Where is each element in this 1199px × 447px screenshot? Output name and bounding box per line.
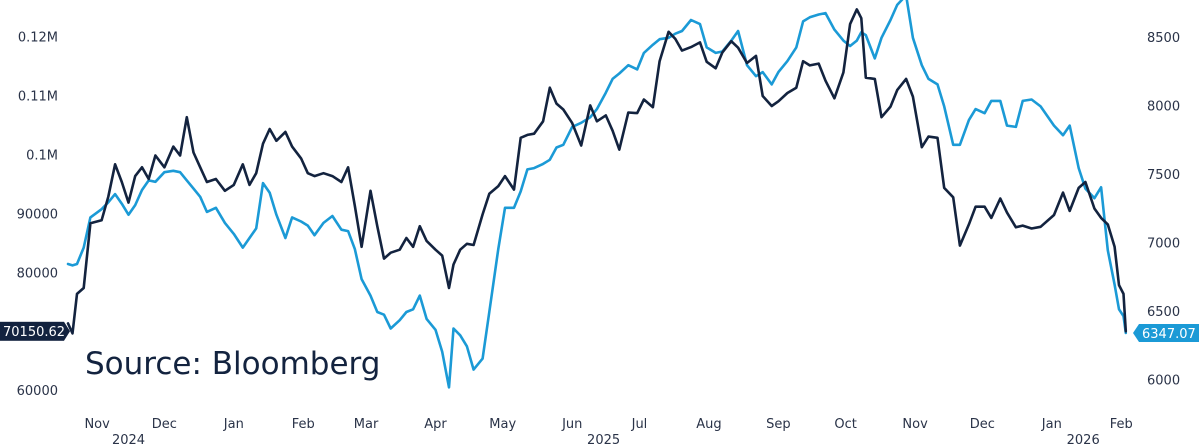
- right-last-value-badge: 6347.07: [1133, 324, 1199, 342]
- x-axis: Nov Dec Jan Feb Mar Apr May Jun Jul Aug Sep Oct Nov D…: [84, 417, 1132, 447]
- x-axis-tick-label: Jan: [1041, 417, 1062, 432]
- x-axis-year-label: 2024: [112, 433, 145, 447]
- left-last-value-label: 70150.62: [3, 325, 65, 340]
- right-axis-tick-label: 7500: [1147, 168, 1180, 183]
- x-axis-year-label: 2026: [1067, 433, 1100, 447]
- x-axis-tick-label: Nov: [902, 417, 928, 432]
- right-axis: 6000 6500 7000 7500 8000 8500: [1147, 31, 1180, 389]
- left-axis-tick-label: 0.12M: [18, 31, 58, 46]
- x-axis-tick-label: Mar: [354, 417, 379, 432]
- right-axis-tick-label: 8000: [1147, 99, 1180, 114]
- x-axis-tick-label: Feb: [1110, 417, 1133, 432]
- x-axis-tick-label: Jun: [561, 417, 582, 432]
- left-axis-series-line: [66, 8, 1128, 335]
- series-layer: [66, 0, 1128, 389]
- x-axis-tick-label: Dec: [152, 417, 177, 432]
- x-axis-tick-label: Sep: [766, 417, 791, 432]
- left-last-value-badge: 70150.62: [0, 321, 70, 341]
- left-axis: 60000 80000 90000 0.1M 0.11M 0.12M: [17, 31, 58, 399]
- x-axis-tick-label: Dec: [970, 417, 995, 432]
- left-axis-tick-label: 80000: [17, 266, 58, 281]
- left-axis-tick-label: 60000: [17, 384, 58, 399]
- x-axis-year-label: 2025: [587, 433, 620, 447]
- right-axis-tick-label: 8500: [1147, 31, 1180, 46]
- left-axis-tick-label: 0.11M: [18, 90, 58, 105]
- left-axis-tick-label: 0.1M: [26, 148, 58, 163]
- x-axis-tick-label: Aug: [696, 417, 721, 432]
- x-axis-tick-label: Apr: [424, 417, 447, 432]
- x-axis-tick-label: Jan: [223, 417, 244, 432]
- right-last-value-label: 6347.07: [1142, 327, 1196, 342]
- right-axis-tick-label: 6000: [1147, 374, 1180, 389]
- x-axis-tick-label: Oct: [834, 417, 856, 432]
- right-axis-tick-label: 6500: [1147, 305, 1180, 320]
- right-axis-tick-label: 7000: [1147, 236, 1180, 251]
- right-axis-series-line: [66, 0, 1128, 389]
- left-axis-tick-label: 90000: [17, 207, 58, 222]
- x-axis-tick-label: Nov: [84, 417, 110, 432]
- source-note: Source: Bloomberg: [85, 346, 380, 382]
- x-axis-tick-label: Feb: [292, 417, 315, 432]
- x-axis-tick-label: May: [489, 417, 516, 432]
- x-axis-tick-label: Jul: [631, 417, 648, 432]
